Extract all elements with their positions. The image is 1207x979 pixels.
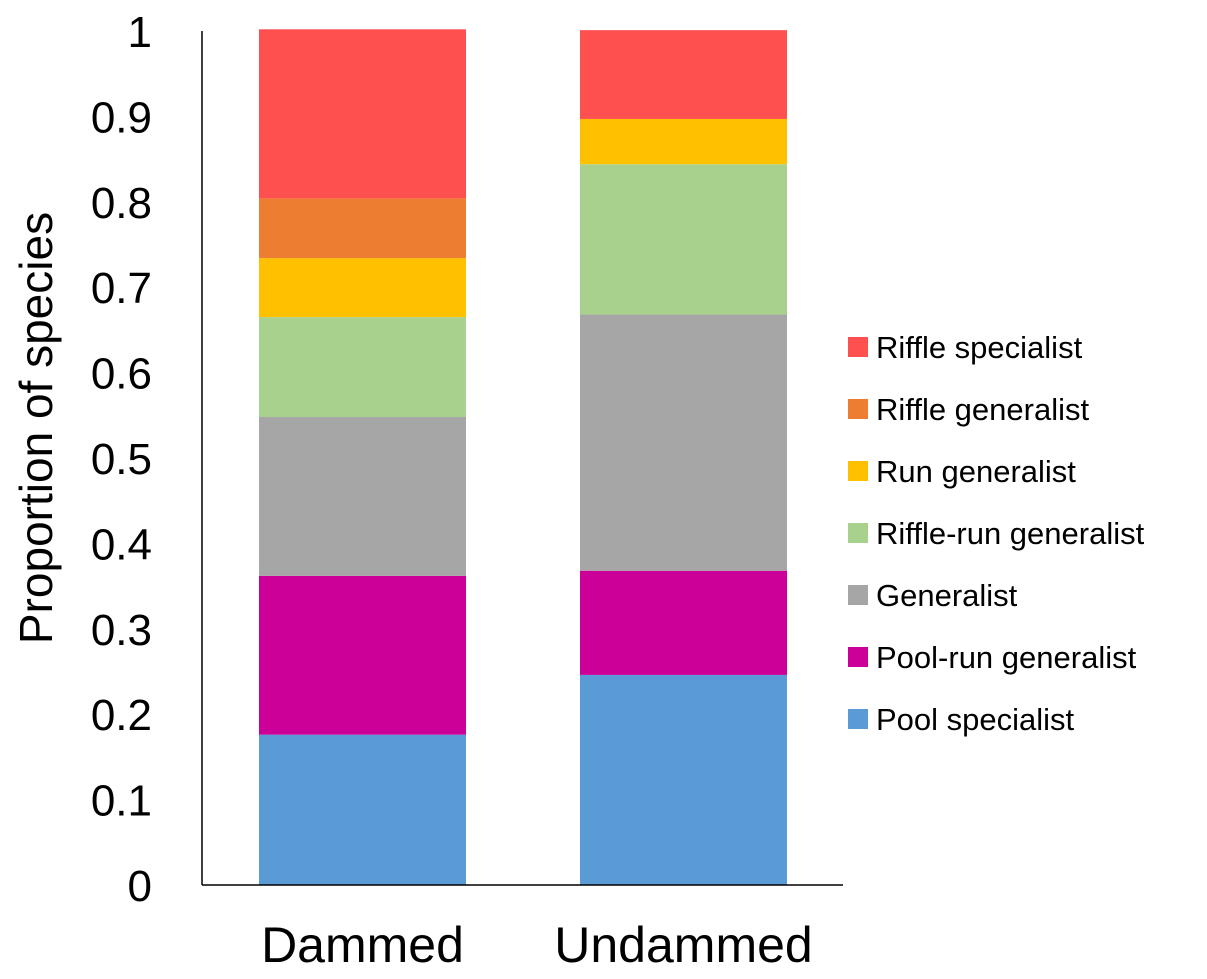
y-axis-title: Proportion of species — [10, 212, 62, 644]
y-tick-label: 0.5 — [91, 435, 152, 484]
y-tick-label: 0.6 — [91, 350, 152, 399]
x-category-label: Undammed — [554, 917, 812, 973]
legend-item: Run generalist — [848, 454, 1076, 489]
bar-segment-dammed-pool-specialist — [259, 734, 466, 885]
legend-item: Riffle-run generalist — [848, 516, 1145, 551]
legend-swatch — [848, 399, 868, 419]
legend-item: Pool specialist — [848, 702, 1075, 737]
legend: Riffle specialist Riffle generalist Run ge… — [848, 330, 1145, 737]
bar-segment-dammed-generalist — [259, 417, 466, 576]
axes-layer — [201, 31, 843, 886]
bar-segment-dammed-run-generalist — [259, 258, 466, 318]
bar-segment-undammed-run-generalist — [580, 118, 787, 165]
y-tick-label: 0.2 — [91, 691, 152, 740]
legend-label: Pool specialist — [876, 702, 1075, 737]
legend-swatch — [848, 709, 868, 729]
bar-segment-undammed-riffle-specialist — [580, 30, 787, 119]
y-tick-label: 0.9 — [91, 93, 152, 142]
bar-group-undammed — [580, 30, 787, 885]
bar-segment-dammed-riffle-run-generalist — [259, 317, 466, 418]
bars-layer — [259, 29, 787, 885]
legend-label: Generalist — [876, 578, 1018, 613]
legend-label: Pool-run generalist — [876, 640, 1137, 675]
bar-segment-dammed-pool-run-generalist — [259, 575, 466, 735]
legend-swatch — [848, 647, 868, 667]
y-tick-label: 0.7 — [91, 264, 152, 313]
bar-segment-undammed-pool-specialist — [580, 674, 787, 885]
y-tick-label: 0 — [128, 862, 152, 911]
y-tick-label: 0.8 — [91, 179, 152, 228]
bar-group-dammed — [259, 29, 466, 885]
legend-label: Riffle-run generalist — [876, 516, 1145, 551]
legend-swatch — [848, 523, 868, 543]
y-tick-labels: 0 0.1 0.2 0.3 0.4 0.5 0.6 0.7 0.8 0.9 1 — [91, 8, 152, 911]
legend-item: Riffle generalist — [848, 392, 1089, 427]
legend-swatch — [848, 585, 868, 605]
y-tick-label: 0.1 — [91, 777, 152, 826]
legend-label: Riffle specialist — [876, 330, 1083, 365]
bar-segment-dammed-riffle-specialist — [259, 29, 466, 199]
legend-label: Riffle generalist — [876, 392, 1089, 427]
legend-swatch — [848, 461, 868, 481]
bar-segment-dammed-riffle-generalist — [259, 198, 466, 259]
y-tick-label: 0.3 — [91, 606, 152, 655]
x-category-label: Dammed — [261, 917, 464, 973]
legend-item: Generalist — [848, 578, 1018, 613]
bar-segment-undammed-riffle-run-generalist — [580, 164, 787, 315]
legend-item: Pool-run generalist — [848, 640, 1137, 675]
legend-item: Riffle specialist — [848, 330, 1083, 365]
x-tick-labels: Dammed Undammed — [261, 917, 813, 973]
y-tick-label: 0.4 — [91, 520, 152, 569]
bar-segment-undammed-generalist — [580, 314, 787, 571]
bar-segment-undammed-pool-run-generalist — [580, 570, 787, 675]
legend-swatch — [848, 337, 868, 357]
y-tick-label: 1 — [128, 8, 152, 57]
legend-label: Run generalist — [876, 454, 1076, 489]
